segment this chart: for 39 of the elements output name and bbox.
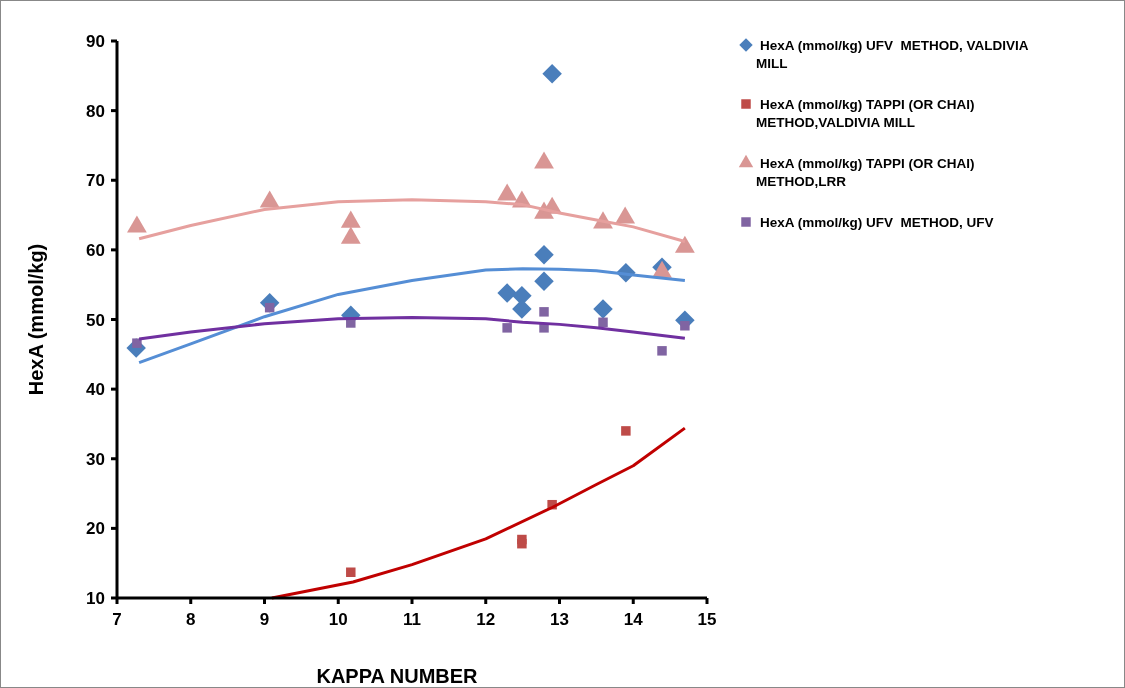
y-tick-label: 50 [86,310,105,330]
y-tick-label: 20 [86,519,105,539]
y-tick-label: 90 [86,32,105,51]
y-tick-label: 60 [86,240,105,260]
legend-label: HexA (mmol/kg) TAPPI (OR CHAI) METHOD,VALDIVIA MILL [756,97,975,130]
legend-label: HexA (mmol/kg) UFV METHOD, UFV [760,215,994,230]
point [657,346,667,356]
y-tick-label: 40 [86,380,105,400]
x-tick-label: 10 [328,610,348,629]
point [502,323,512,333]
legend-label: HexA (mmol/kg) UFV METHOD, VALDIVIA MILL [756,38,1029,71]
x-tick-label: 7 [112,610,122,629]
x-tick-label: 12 [476,610,496,629]
point [534,245,554,265]
point [598,317,608,328]
x-axis-title: KAPPA NUMBER [316,665,479,687]
x-tick-label: 11 [403,610,421,629]
y-tick-label: 80 [86,101,105,121]
point [539,307,549,317]
point [497,283,517,303]
y-tick-label: 10 [86,589,105,608]
y-axis-title: HexA (mmol/kg) [25,243,47,396]
point [512,299,532,319]
legend-label: HexA (mmol/kg) TAPPI (OR CHAI) METHOD,LRR [756,156,975,189]
point [621,426,631,436]
point [346,567,356,577]
y-tick-label: 70 [86,171,105,191]
x-tick-label: 13 [550,610,569,629]
x-tick-label: 15 [697,610,717,629]
point [534,271,554,291]
x-tick-label: 14 [623,610,644,629]
line-series [270,426,687,600]
x-tick-label: 8 [186,610,196,629]
point [680,321,690,331]
y-tick-label: 30 [86,449,105,469]
point [593,299,613,319]
x-tick-label: 9 [259,610,270,629]
point [517,538,527,549]
point [542,63,562,84]
